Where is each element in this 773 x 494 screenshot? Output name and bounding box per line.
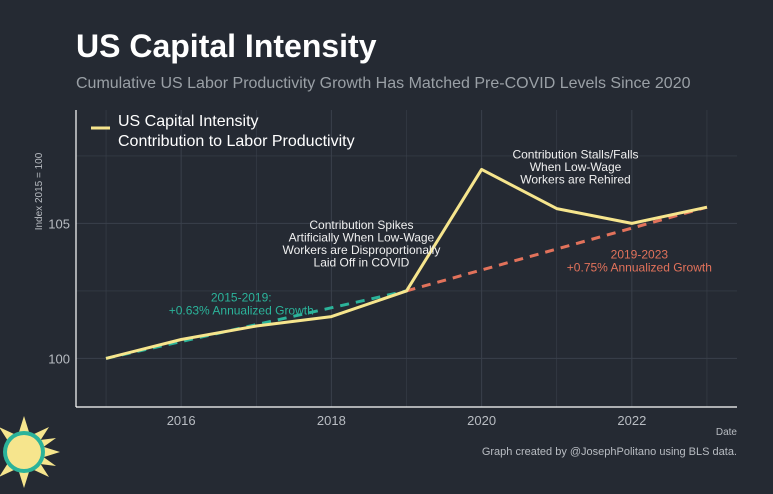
trend-label-2019-2023: 2019-2023 bbox=[611, 248, 669, 262]
x-tick-label: 2016 bbox=[167, 413, 196, 428]
trendline-2019-2023 bbox=[406, 205, 708, 293]
annotation-covid-spike: Workers are Disproportionally bbox=[283, 243, 441, 257]
x-axis-label: Date bbox=[716, 427, 738, 438]
x-tick-label: 2022 bbox=[617, 413, 646, 428]
annotation-covid-spike: Artificially When Low-Wage bbox=[289, 230, 435, 244]
chart-subtitle: Cumulative US Labor Productivity Growth … bbox=[76, 75, 691, 92]
chart-title: US Capital Intensity bbox=[76, 28, 377, 64]
legend-label: US Capital Intensity bbox=[118, 113, 259, 130]
annotation-covid-spike: Laid Off in COVID bbox=[314, 255, 410, 269]
x-tick-label: 2018 bbox=[317, 413, 346, 428]
trend-label-2019-2023: +0.75% Annualized Growth bbox=[567, 261, 712, 275]
annotation-covid-spike: Contribution Spikes bbox=[309, 218, 413, 232]
source-credit: Graph created by @JosephPolitano using B… bbox=[481, 446, 737, 458]
trend-label-2015-2019: 2015-2019: bbox=[211, 291, 272, 305]
trend-label-2015-2019: +0.63% Annualized Growth bbox=[169, 304, 314, 318]
series-line-capital-intensity bbox=[105, 167, 708, 360]
y-tick-label: 100 bbox=[48, 351, 70, 366]
legend-label: Contribution to Labor Productivity bbox=[118, 133, 355, 150]
annotation-rehire-stall: When Low-Wage bbox=[530, 160, 622, 174]
x-tick-label: 2020 bbox=[467, 413, 496, 428]
sun-logo-icon bbox=[0, 416, 60, 488]
annotation-rehire-stall: Contribution Stalls/Falls bbox=[512, 148, 638, 162]
y-tick-label: 105 bbox=[48, 216, 70, 231]
y-axis-label: Index 2015 = 100 bbox=[34, 152, 45, 230]
annotation-rehire-stall: Workers are Rehired bbox=[520, 173, 630, 187]
